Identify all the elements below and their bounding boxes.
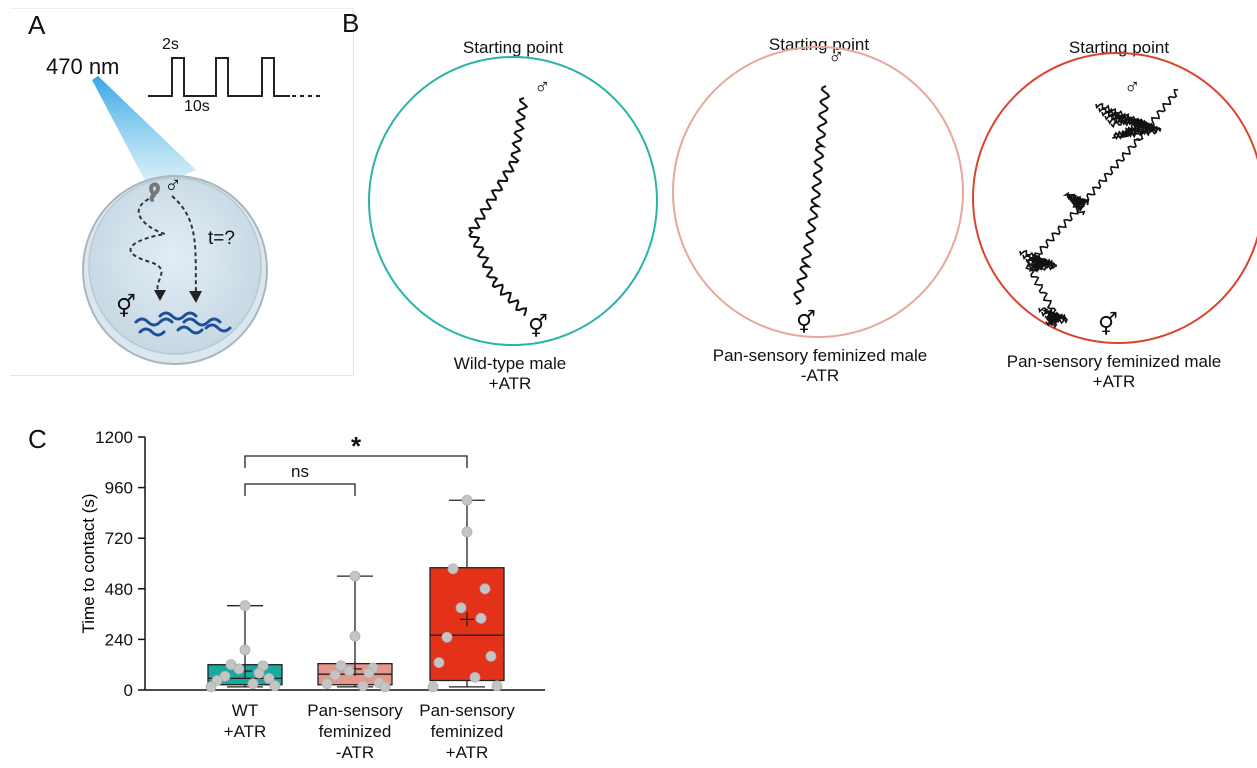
significance-bracket-1	[244, 455, 468, 468]
panel-b-letter: B	[342, 8, 360, 38]
y-tick-label-3: 720	[105, 529, 133, 548]
y-tick-label-4: 960	[105, 479, 133, 498]
data-point-1-5	[363, 667, 375, 679]
panel-a-frame	[10, 8, 354, 376]
data-point-0-9	[247, 678, 259, 690]
light-beam	[92, 76, 196, 190]
data-point-1-2	[335, 660, 347, 672]
category-label-1-2: -ATR	[336, 743, 374, 762]
data-point-1-6	[329, 669, 341, 681]
data-point-0-4	[233, 663, 245, 675]
significance-bracket-0	[244, 483, 356, 496]
track1-male-symbol: ♂	[534, 74, 551, 99]
data-point-2-11	[427, 681, 439, 693]
data-point-2-1	[461, 526, 473, 538]
data-point-1-1	[349, 630, 361, 642]
box-group-2	[427, 494, 505, 693]
data-point-1-9	[357, 680, 369, 692]
pulse-off-label: 10s	[184, 98, 210, 115]
track2-caption-line2: -ATR	[800, 366, 840, 385]
track2-male-symbol: ♂	[828, 44, 845, 69]
data-point-1-10	[379, 681, 391, 693]
category-label-1-0: Pan-sensory	[307, 701, 403, 720]
category-label-0-1: +ATR	[224, 722, 267, 741]
box-plot: 0 240 480 720 960 1200 Time to contact (s) WT +A…	[79, 428, 545, 762]
data-point-0-5	[253, 667, 265, 679]
box-group-1	[317, 570, 393, 693]
track3-caption-line2: +ATR	[1092, 372, 1136, 391]
panel-c-letter: C	[28, 424, 47, 454]
data-point-2-7	[485, 650, 497, 662]
panel-a-letter: A	[28, 10, 46, 40]
data-point-2-0	[461, 494, 473, 506]
data-point-1-0	[349, 570, 361, 582]
y-axis-label: Time to contact (s)	[79, 493, 98, 633]
data-point-1-4	[343, 665, 355, 677]
track2-caption-line1: Pan-sensory feminized male	[712, 346, 928, 365]
data-point-2-5	[475, 612, 487, 624]
data-point-2-9	[469, 671, 481, 683]
panel-a-illustration	[82, 57, 322, 365]
track1-female-symbol: ⚥	[528, 314, 548, 339]
data-point-0-7	[263, 673, 275, 684]
panel-a-female-symbol: ⚥	[116, 294, 136, 319]
wavelength-label: 470 nm	[46, 54, 120, 79]
track1-caption-line2: +ATR	[488, 374, 532, 393]
data-point-0-10	[269, 680, 281, 692]
data-point-2-6	[441, 631, 453, 643]
track3-path	[1019, 88, 1179, 329]
track3-start-label: Starting point	[1068, 38, 1170, 57]
data-point-2-2	[447, 563, 459, 575]
category-label-0-0: WT	[232, 701, 258, 720]
track3-caption-line1: Pan-sensory feminized male	[1006, 352, 1222, 371]
panel-a-male-symbol: ♂	[164, 172, 182, 199]
data-point-2-8	[433, 657, 445, 668]
data-point-1-8	[321, 678, 333, 690]
y-tick-label-1: 240	[105, 630, 133, 649]
female-worms-icon	[134, 311, 232, 337]
category-label-1-1: feminized	[319, 722, 392, 741]
track1-caption-line1: Wild-type male	[453, 354, 567, 373]
track1-path	[468, 97, 529, 317]
data-point-0-11	[205, 681, 217, 693]
category-label-2-1: feminized	[431, 722, 504, 741]
worm-path	[129, 195, 166, 295]
data-point-2-4	[455, 602, 467, 614]
data-point-0-0	[239, 600, 251, 612]
track2-path	[793, 85, 831, 305]
track3-male-symbol: ♂	[1124, 74, 1141, 99]
data-point-2-10	[491, 680, 503, 692]
data-point-2-3	[479, 583, 491, 595]
track3-female-symbol: ⚥	[1098, 312, 1118, 337]
track1-circle	[368, 56, 658, 346]
track2-female-symbol: ⚥	[796, 310, 816, 335]
category-label-2-2: +ATR	[446, 743, 489, 762]
category-label-2-0: Pan-sensory	[419, 701, 515, 720]
pulse-on-label: 2s	[162, 36, 179, 53]
significance-label-0: ns	[291, 462, 309, 481]
y-tick-label-0: 0	[124, 681, 133, 700]
male-worm-icon	[149, 182, 161, 202]
track3-circle	[972, 52, 1257, 344]
significance-label-1: *	[351, 431, 362, 461]
track2-circle	[672, 46, 964, 338]
y-tick-label-5: 1200	[95, 428, 133, 447]
y-tick-label-2: 480	[105, 580, 133, 599]
track1-start-label: Starting point	[462, 38, 564, 57]
pulse-waveform	[148, 57, 290, 97]
box-group-0	[205, 600, 283, 693]
data-point-0-1	[239, 644, 251, 656]
panel-a-time-question: t=?	[208, 228, 235, 249]
